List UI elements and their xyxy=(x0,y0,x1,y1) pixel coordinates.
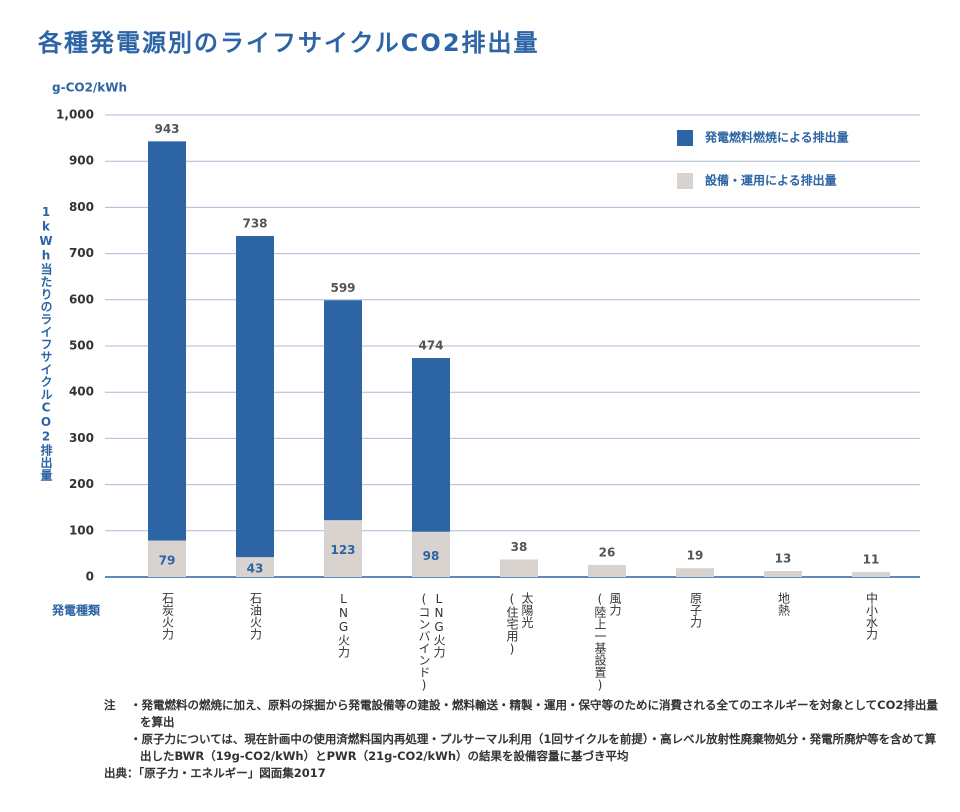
y-tick-label: 500 xyxy=(69,339,94,353)
y-tick-label: 900 xyxy=(69,154,94,168)
x-tick-label: LNG火力 xyxy=(336,592,351,658)
bar-segment xyxy=(500,559,538,577)
note-item: ・発電燃料の燃焼に加え、原料の採掘から発電設備等の建設・燃料輸送・精製・運用・保… xyxy=(130,698,938,729)
segment-label: 98 xyxy=(423,549,440,563)
y-tick-label: 0 xyxy=(86,570,94,584)
bar-segment xyxy=(412,531,450,577)
y-tick-label: 300 xyxy=(69,431,94,445)
x-tick-label: 原子力 xyxy=(688,592,703,628)
chart-title: 各種発電源別のライフサイクルCO2排出量 xyxy=(37,29,540,57)
total-label: 943 xyxy=(154,122,179,136)
bar-segment xyxy=(324,520,362,577)
bar-segment xyxy=(236,236,274,558)
legend-label: 設備・運用による排出量 xyxy=(705,173,837,188)
total-label: 738 xyxy=(242,217,267,231)
legend-swatch xyxy=(677,173,693,189)
bar-segment xyxy=(236,557,274,577)
source: 出典：「原子力・エネルギー」図面集2017 xyxy=(104,766,326,780)
bar-segment xyxy=(588,564,626,577)
y-tick-label: 100 xyxy=(69,523,94,537)
x-tick-label: 中小水力 xyxy=(864,592,879,640)
x-tick-label: LNG火力 (コンバインド) xyxy=(416,592,446,692)
total-label: 38 xyxy=(511,540,528,554)
unit-label: g-CO2/kWh xyxy=(52,81,127,95)
bar-segment xyxy=(324,300,362,521)
bar-segment xyxy=(852,571,890,577)
segment-label: 79 xyxy=(159,553,176,567)
x-tick-label: 風力 (陸上一基設置) xyxy=(592,592,622,692)
segment-label: 123 xyxy=(330,543,355,557)
x-tick-label-line: 石油火力 xyxy=(248,592,263,640)
note-item: ・原子力については、現在計画中の使用済燃料国内再処理・プルサーマル利用（1回サイ… xyxy=(130,732,937,763)
y-tick-label: 200 xyxy=(69,477,94,491)
x-tick-label-line: (陸上一基設置) xyxy=(593,592,607,692)
x-tick-label-line: 太陽光 xyxy=(520,592,534,628)
y-tick-label: 700 xyxy=(69,246,94,260)
total-label: 474 xyxy=(418,339,443,353)
notes: 注 ・発電燃料の燃焼に加え、原料の採掘から発電設備等の建設・燃料輸送・精製・運用… xyxy=(104,697,939,782)
x-tick-label: 太陽光 (住宅用) xyxy=(504,592,534,656)
total-label: 599 xyxy=(330,281,355,295)
x-tick-label-line: 風力 xyxy=(608,592,622,616)
x-tick-label-line: 原子力 xyxy=(688,592,703,628)
bar-segment xyxy=(148,141,186,541)
total-label: 13 xyxy=(775,551,792,565)
x-tick-label: 石炭火力 xyxy=(160,592,175,640)
x-tick-label: 石油火力 xyxy=(248,592,263,640)
x-tick-label: 地熱 xyxy=(776,592,791,616)
total-label: 19 xyxy=(687,549,704,563)
bar-segment xyxy=(676,568,714,577)
y-tick-label: 800 xyxy=(69,200,94,214)
segment-label: 43 xyxy=(247,562,264,576)
x-tick-label-line: 中小水力 xyxy=(864,592,879,640)
x-tick-label-line: (コンバインド) xyxy=(417,592,431,692)
legend-label: 発電燃料燃焼による排出量 xyxy=(704,130,849,145)
bar-segment xyxy=(148,540,186,577)
y-axis-title: 1kWh当たりのライフサイクルCO2排出量 xyxy=(39,205,53,482)
x-tick-label-line: (住宅用) xyxy=(505,592,519,656)
notes-label: 注 xyxy=(104,698,116,712)
x-tick-label-line: LNG火力 xyxy=(336,592,351,658)
x-axis-title: 発電種類 xyxy=(51,603,101,618)
bar-segment xyxy=(412,358,450,532)
y-tick-label: 400 xyxy=(69,385,94,399)
legend-swatch xyxy=(677,130,693,146)
y-tick-label: 600 xyxy=(69,292,94,306)
total-label: 11 xyxy=(863,552,880,566)
y-tick-label: 1,000 xyxy=(56,108,94,122)
total-label: 26 xyxy=(599,545,616,559)
x-tick-label-line: 地熱 xyxy=(776,592,791,616)
bar-segment xyxy=(764,570,802,577)
x-tick-label-line: LNG火力 xyxy=(432,592,446,658)
x-tick-label-line: 石炭火力 xyxy=(160,592,175,640)
